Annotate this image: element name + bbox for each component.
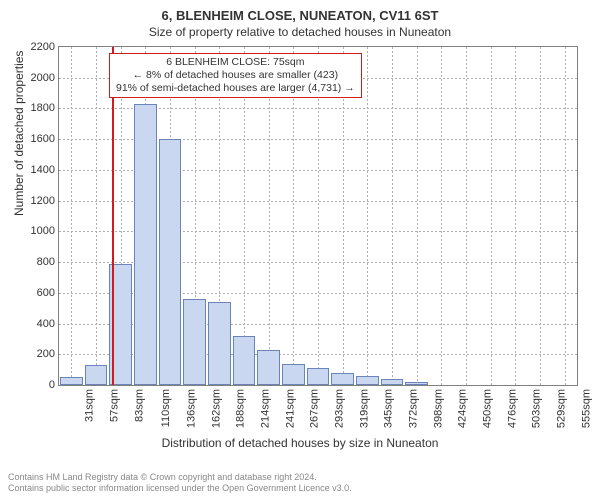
footer-line-1: Contains HM Land Registry data © Crown c… [8,472,352,483]
footer-line-2: Contains public sector information licen… [8,483,352,494]
x-tick-label: 476sqm [506,389,518,428]
histogram-bar [159,139,182,385]
histogram-bar [208,302,231,385]
y-tick-label: 1600 [31,133,55,145]
gridline-v [491,47,492,385]
gridline-v [96,47,97,385]
histogram-plot-area: 0200400600800100012001400160018002000220… [58,46,578,386]
x-tick-label: 110sqm [160,389,172,427]
gridline-v [540,47,541,385]
x-tick-label: 372sqm [408,389,420,428]
x-tick-label: 162sqm [210,389,222,428]
x-tick-label: 214sqm [260,389,272,428]
y-tick-label: 200 [37,348,55,360]
y-tick-label: 1200 [31,195,55,207]
histogram-bar [356,376,379,385]
y-tick-label: 2000 [31,72,55,84]
gridline-v [466,47,467,385]
histogram-bar [331,373,354,385]
gridline-v [565,47,566,385]
gridline-v [367,47,368,385]
x-axis-label: Distribution of detached houses by size … [0,436,600,450]
histogram-bar [307,368,330,385]
x-tick-label: 424sqm [457,389,469,428]
x-tick-label: 398sqm [432,389,444,428]
gridline-v [441,47,442,385]
x-tick-label: 267sqm [309,389,321,428]
y-tick-label: 400 [37,318,55,330]
annotation-line: 91% of semi-detached houses are larger (… [116,82,355,95]
x-tick-label: 241sqm [284,389,296,428]
histogram-bar [282,364,305,386]
x-tick-label: 57sqm [109,389,121,422]
x-tick-label: 450sqm [482,389,494,428]
y-axis-label: Number of detached properties [12,51,26,216]
page-subtitle: Size of property relative to detached ho… [0,23,600,39]
page: 6, BLENHEIM CLOSE, NUNEATON, CV11 6ST Si… [0,0,600,500]
footer-attribution: Contains HM Land Registry data © Crown c… [8,472,352,494]
annotation-box: 6 BLENHEIM CLOSE: 75sqm← 8% of detached … [109,53,362,98]
histogram-bar [60,377,83,385]
y-tick-label: 1000 [31,225,55,237]
x-tick-label: 503sqm [531,389,543,428]
x-tick-label: 529sqm [556,389,568,428]
y-tick-label: 1800 [31,102,55,114]
y-tick-label: 600 [37,287,55,299]
histogram-bar [183,299,206,385]
y-tick-label: 1400 [31,164,55,176]
x-tick-label: 319sqm [358,389,370,428]
x-tick-label: 83sqm [133,389,145,422]
x-tick-label: 345sqm [383,389,395,428]
x-tick-label: 31sqm [84,389,96,422]
histogram-bar [405,382,428,385]
histogram-bar [134,104,157,385]
annotation-line: 6 BLENHEIM CLOSE: 75sqm [116,56,355,69]
x-tick-label: 555sqm [580,389,592,428]
x-tick-label: 136sqm [186,389,198,428]
histogram-bar [257,350,280,385]
y-tick-label: 2200 [31,41,55,53]
gridline-v [392,47,393,385]
page-title: 6, BLENHEIM CLOSE, NUNEATON, CV11 6ST [0,0,600,23]
x-tick-label: 293sqm [334,389,346,428]
histogram-bar [381,379,404,385]
annotation-line: ← 8% of detached houses are smaller (423… [116,69,355,82]
histogram-bar [85,365,108,385]
x-tick-label: 188sqm [235,389,247,428]
y-tick-label: 800 [37,256,55,268]
gridline-v [417,47,418,385]
histogram-bar [233,336,256,385]
gridline-v [515,47,516,385]
y-tick-label: 0 [49,379,55,391]
gridline-v [71,47,72,385]
